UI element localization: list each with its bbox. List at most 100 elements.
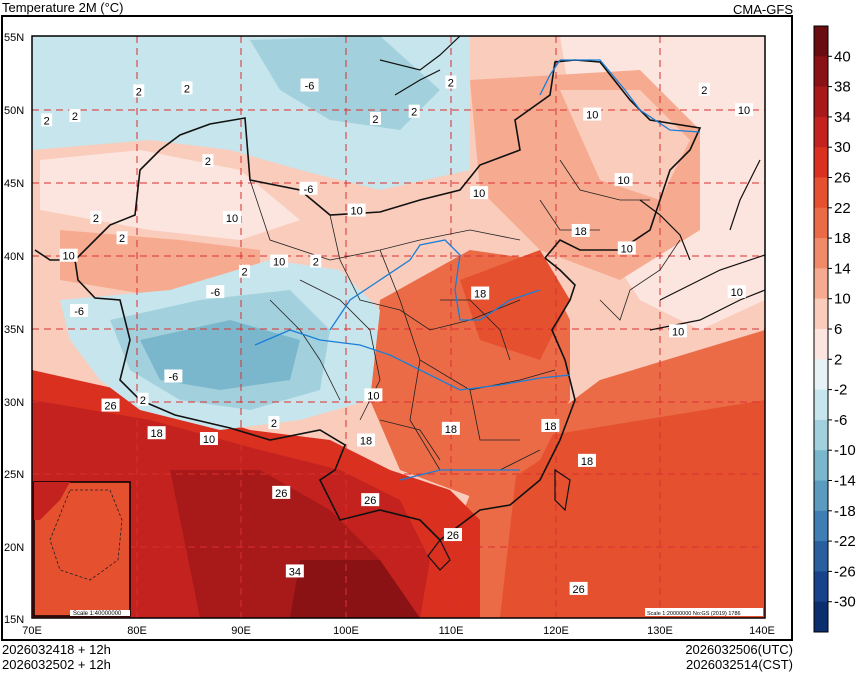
- contour-label: 26: [364, 495, 376, 507]
- contour-label-box: [441, 421, 460, 435]
- contour-label-box: [116, 231, 128, 245]
- contour-label: 10: [738, 105, 750, 117]
- lat-label: 40N: [4, 251, 24, 263]
- contour-label-box: [617, 241, 636, 255]
- contour-label-box: [569, 581, 588, 595]
- contour-label-box: [41, 113, 53, 127]
- init-time-a: 2026032418 + 12h: [2, 642, 111, 657]
- contour-label-box: [101, 398, 120, 412]
- contour-label-box: [69, 109, 81, 123]
- lon-label: 90E: [231, 625, 251, 637]
- contour-label: 2: [140, 395, 146, 407]
- contour-label: 2: [136, 86, 142, 98]
- contour-label-box: [443, 528, 462, 542]
- contour-label-box: [285, 564, 304, 578]
- lat-label: 20N: [4, 542, 24, 554]
- contour-label-box: [164, 369, 183, 383]
- model-name: CMA-GFS: [733, 2, 793, 17]
- contour-label: 10: [618, 175, 630, 187]
- contour-label-box: [147, 426, 166, 440]
- contour-label: 18: [150, 428, 162, 440]
- lon-label: 130E: [647, 625, 673, 637]
- contour-label: -6: [305, 80, 315, 92]
- contour-label: -6: [168, 371, 178, 383]
- colorbar-swatch: [814, 541, 828, 572]
- contour-label: -6: [304, 184, 314, 196]
- contour-label: 2: [448, 78, 454, 90]
- init-time-b: 2026032502 + 12h: [2, 657, 111, 672]
- lat-label: 55N: [4, 32, 24, 44]
- colorbar-label: 18: [834, 230, 851, 247]
- colorbar-label: -22: [834, 533, 856, 550]
- colorbar-label: 40: [834, 48, 851, 65]
- latitude-labels: 55N 50N 45N 40N 35N 30N 25N 20N 15N: [4, 32, 24, 626]
- contour-label-box: [202, 154, 214, 168]
- contour-label-box: [364, 388, 383, 402]
- contour-label: 2: [44, 115, 50, 127]
- contour-label-box: [199, 432, 218, 446]
- china-border: [34, 59, 702, 541]
- colorbar-label: 26: [834, 170, 851, 187]
- lon-label: 140E: [749, 625, 775, 637]
- contour-label: -6: [74, 306, 84, 318]
- colorbar-label: -18: [834, 503, 856, 520]
- contour-label: 26: [104, 401, 116, 413]
- colorbar-swatch: [814, 480, 828, 512]
- contour-label-box: [270, 254, 289, 268]
- contour-label-box: [727, 285, 746, 299]
- contour-label: 18: [581, 456, 593, 468]
- colorbar-label: 6: [834, 321, 842, 338]
- colorbar-swatch: [814, 389, 828, 421]
- contour-label: 10: [586, 110, 598, 122]
- contour-label: 2: [271, 418, 277, 430]
- outer-frame: [1, 15, 793, 641]
- south-china-sea-inset: [33, 481, 131, 617]
- colorbar-label: -26: [834, 563, 856, 580]
- colorbar-swatch: [814, 298, 828, 330]
- valid-time-utc: 2026032506(UTC): [685, 642, 793, 657]
- contour-label-box: [583, 107, 602, 121]
- contour-label: 2: [372, 114, 378, 126]
- contour-label-box: [735, 103, 754, 117]
- colorbar-label: -2: [834, 382, 847, 399]
- contour-label-box: [614, 173, 633, 187]
- contour-label: 10: [350, 206, 362, 218]
- contour-label-box: [470, 186, 489, 200]
- contour-label-box: [90, 210, 102, 224]
- colorbar: 40 38 34 30 26 22 18 14 10 6 2 -2 -6 -10 -14 -18 -22 -26 -…: [813, 25, 856, 633]
- colorbar-label: 30: [834, 139, 851, 156]
- contour-label: 2: [93, 213, 99, 225]
- lon-label: 100E: [333, 625, 359, 637]
- contour-label: 2: [184, 83, 190, 95]
- main-scale: Scale 1:20000000 No:GS (2019) 1786: [647, 611, 741, 617]
- contour-label-box: [669, 324, 688, 338]
- contour-labels: -6 2 2 2 2 2 2 2 2 -6 10 10 10 10 2 10 2 10 2 10 10 2 2 -6 -6 18 1…: [41, 75, 754, 596]
- contour-label: 2: [242, 267, 248, 279]
- colorbar-label: -14: [834, 473, 856, 490]
- contour-label: 10: [367, 390, 379, 402]
- contour-label-box: [445, 75, 457, 89]
- colorbar-label: 14: [834, 260, 851, 277]
- valid-time-cst: 2026032514(CST): [686, 657, 793, 672]
- colorbar-swatch: [814, 510, 828, 542]
- rivers: [254, 59, 701, 481]
- colorbar-label: 22: [834, 200, 851, 217]
- chart-title: Temperature 2M (°C): [2, 0, 124, 15]
- contour-label: 26: [447, 530, 459, 542]
- main-scale-box: [645, 608, 763, 616]
- contour-label: 10: [672, 326, 684, 338]
- contour-label-box: [698, 82, 710, 96]
- colorbar-swatch: [814, 419, 828, 451]
- coastlines: [379, 36, 765, 571]
- colorbar-swatch: [814, 571, 828, 603]
- lon-label: 120E: [543, 625, 569, 637]
- contour-label-box: [471, 286, 490, 300]
- contour-label-box: [206, 285, 225, 299]
- contour-label: 18: [360, 435, 372, 447]
- contour-label: -6: [210, 287, 220, 299]
- contour-label-box: [310, 254, 322, 268]
- colorbar-label: -30: [834, 594, 856, 611]
- contour-label-box: [347, 203, 366, 217]
- contour-label: 10: [473, 188, 485, 200]
